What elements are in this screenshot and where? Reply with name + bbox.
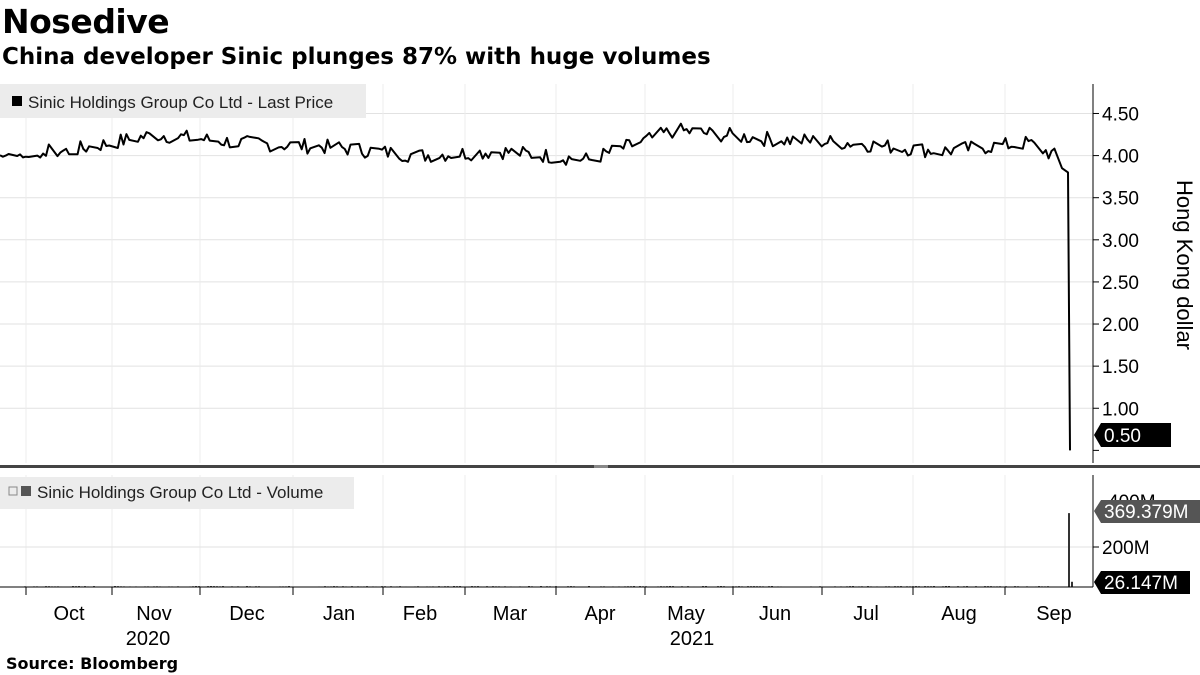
volume-peak-callout: 369.379M [1094, 500, 1200, 523]
price-tick-label: 3.00 [1102, 231, 1139, 252]
volume-last-callout-bg [1094, 571, 1190, 594]
x-month-label: Feb [403, 603, 437, 625]
panel-resize-handle[interactable] [594, 465, 608, 468]
price-tick-label: 4.00 [1102, 147, 1139, 168]
price-legend-box [0, 84, 366, 118]
price-legend-label: Sinic Holdings Group Co Ltd - Last Price [28, 93, 333, 112]
x-month-label: Jun [759, 603, 791, 625]
x-year-label: 2020 [126, 628, 171, 650]
x-month-label: May [667, 603, 705, 625]
price-last-callout: 0.50 [1094, 423, 1171, 447]
volume-legend-label: Sinic Holdings Group Co Ltd - Volume [37, 483, 323, 502]
price-gridlines [0, 84, 1093, 463]
x-month-label: Jan [323, 603, 355, 625]
chart-title: Nosedive [2, 2, 170, 41]
volume-peak-callout-label: 369.379M [1104, 502, 1189, 523]
price-tick-label: 1.50 [1102, 357, 1139, 378]
price-tick-label: 2.50 [1102, 273, 1139, 294]
price-tick-label: 2.00 [1102, 315, 1139, 336]
price-last-callout-bg [1094, 423, 1171, 447]
volume-legend-box [0, 477, 354, 509]
x-month-label: Oct [53, 603, 85, 625]
volume-last-callout: 26.147M [1094, 571, 1190, 594]
volume-tick-label-200m: 200M [1102, 538, 1150, 559]
price-last-callout-label: 0.50 [1104, 426, 1141, 447]
price-tick-label: 3.50 [1102, 189, 1139, 210]
x-month-label: Apr [584, 603, 615, 625]
volume-bars [24, 513, 1073, 587]
price-line [0, 122, 1071, 451]
y-axis-label: Hong Kong dollar [1172, 180, 1197, 350]
x-month-label: Aug [941, 603, 977, 625]
volume-last-callout-label: 26.147M [1104, 573, 1178, 594]
x-year-label: 2021 [670, 628, 715, 650]
volume-legend-swatch [21, 486, 31, 496]
x-month-label: Sep [1036, 603, 1072, 625]
price-tick-label: 4.50 [1102, 104, 1139, 125]
x-axis-ticks: Oct Nov Dec Jan Feb Mar Apr May Jun Jul Aug Sep 2020… [25, 587, 1072, 650]
source-note: Source: Bloomberg [6, 654, 179, 673]
volume-legend-toggle-icon[interactable] [8, 486, 18, 496]
price-legend-swatch [12, 96, 22, 106]
x-month-label: Dec [229, 603, 265, 625]
price-tick-label: 1.00 [1102, 399, 1139, 420]
x-month-label: Nov [136, 603, 172, 625]
x-month-label: Jul [853, 603, 879, 625]
chart-subtitle: China developer Sinic plunges 87% with h… [2, 44, 711, 70]
volume-peak-callout-bg [1094, 500, 1200, 523]
x-month-label: Mar [493, 603, 528, 625]
price-y-ticks: 1.00 1.50 2.00 2.50 3.00 3.50 4.00 4.50 [1093, 104, 1139, 451]
volume-bar-peak [1068, 513, 1070, 587]
volume-bar-last [1071, 581, 1073, 587]
